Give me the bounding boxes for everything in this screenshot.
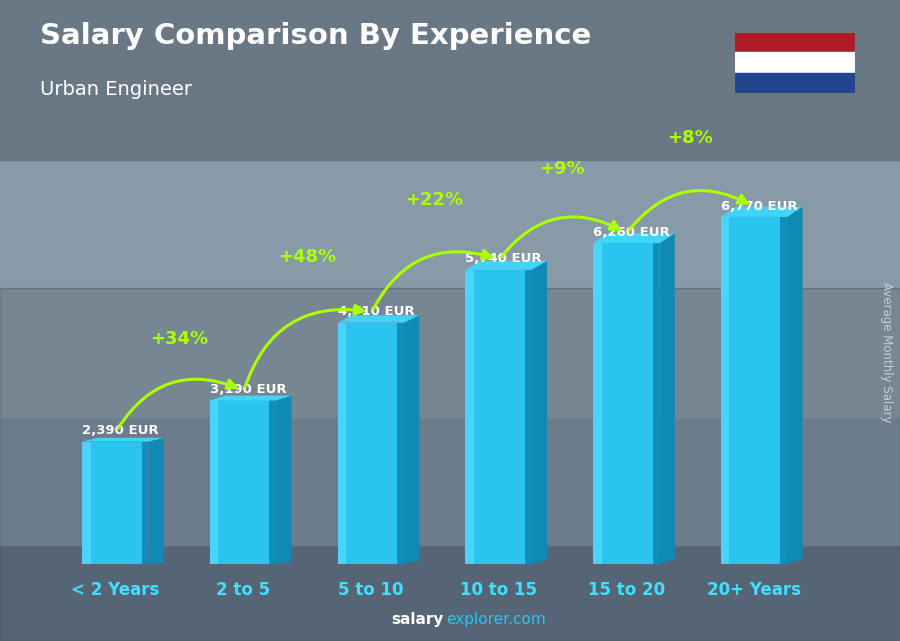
Text: +8%: +8%: [667, 129, 713, 147]
Bar: [593, 243, 601, 564]
Bar: [734, 32, 855, 53]
Text: +48%: +48%: [278, 248, 336, 266]
Bar: [465, 270, 474, 564]
Bar: [734, 72, 855, 93]
Bar: [780, 217, 788, 564]
Text: Salary Comparison By Experience: Salary Comparison By Experience: [40, 22, 592, 51]
Polygon shape: [276, 395, 292, 564]
Polygon shape: [593, 233, 675, 243]
Text: 6,770 EUR: 6,770 EUR: [721, 199, 797, 213]
Bar: [465, 270, 532, 564]
Bar: [269, 401, 276, 564]
Text: 3,190 EUR: 3,190 EUR: [210, 383, 286, 396]
Bar: [593, 243, 660, 564]
Bar: [397, 322, 404, 564]
Text: explorer.com: explorer.com: [446, 612, 546, 627]
Polygon shape: [660, 233, 675, 564]
Text: +34%: +34%: [150, 330, 208, 348]
Text: 2,390 EUR: 2,390 EUR: [82, 424, 158, 437]
Polygon shape: [82, 438, 164, 442]
Text: salary: salary: [392, 612, 444, 627]
Polygon shape: [404, 315, 419, 564]
Bar: [338, 322, 404, 564]
Bar: [721, 217, 729, 564]
Polygon shape: [532, 261, 547, 564]
Bar: [652, 243, 660, 564]
Text: +9%: +9%: [539, 160, 585, 178]
Text: 4,710 EUR: 4,710 EUR: [338, 305, 414, 318]
Bar: [338, 322, 346, 564]
Bar: [721, 217, 788, 564]
Polygon shape: [148, 438, 164, 564]
Bar: [141, 442, 149, 564]
Bar: [82, 442, 91, 564]
Polygon shape: [338, 315, 419, 322]
Bar: [210, 401, 276, 564]
Text: +22%: +22%: [406, 191, 464, 209]
Bar: [82, 442, 148, 564]
Bar: [525, 270, 532, 564]
Polygon shape: [788, 206, 803, 564]
Polygon shape: [210, 395, 292, 401]
Text: Urban Engineer: Urban Engineer: [40, 80, 193, 99]
Bar: [210, 401, 219, 564]
Text: 5,740 EUR: 5,740 EUR: [465, 253, 542, 265]
Text: Average Monthly Salary: Average Monthly Salary: [880, 282, 893, 423]
Polygon shape: [465, 261, 547, 270]
Text: 6,260 EUR: 6,260 EUR: [593, 226, 670, 238]
Bar: [734, 53, 855, 72]
Polygon shape: [721, 206, 803, 217]
